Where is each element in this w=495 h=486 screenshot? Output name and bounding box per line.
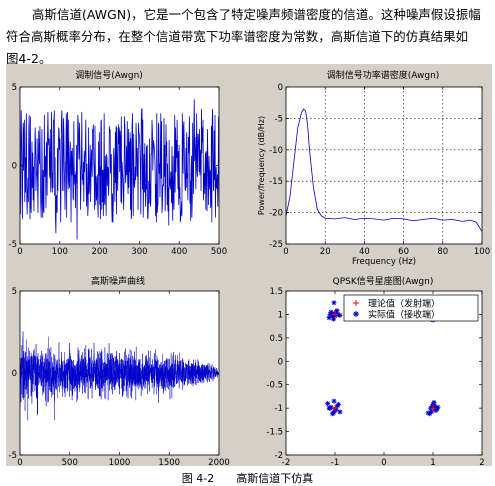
y-tick-label: -0.5	[266, 381, 283, 391]
y-tick-label: 1.5	[269, 287, 283, 297]
x-tick-label: 100	[52, 247, 68, 257]
chart-title: 调制信号功率谱密度(Awgn)	[327, 69, 440, 81]
legend-label: 实际值（接收端）	[368, 309, 440, 321]
legend: 理论值（发射端）实际值（接收端）	[343, 294, 479, 322]
y-tick-label: 0	[12, 369, 17, 379]
x-tick-label: -2	[282, 458, 290, 468]
intro-line-1: 高斯信道(AWGN)，它是一个包含了特定噪声频谱密度的信道。这种噪声假设振幅	[32, 7, 481, 22]
y-tick-label: -5	[275, 114, 283, 124]
y-tick-label: 0	[278, 83, 283, 93]
y-tick-label: 0	[278, 357, 283, 367]
y-tick-label: 0.5	[269, 334, 283, 344]
x-tick-label: 200	[91, 247, 107, 257]
legend-marker	[353, 311, 359, 317]
y-tick-label: 5	[12, 287, 17, 297]
x-tick-label: 0	[17, 458, 22, 468]
y-tick-label: -1	[275, 404, 283, 414]
x-tick-label: 500	[62, 458, 78, 468]
plot-area	[286, 87, 482, 244]
ideal-point	[332, 405, 338, 412]
y-tick-label: -2	[275, 451, 283, 461]
y-tick-label: 5	[12, 83, 17, 93]
x-tick-label: 1	[430, 458, 435, 468]
chart-title: 高斯噪声曲线	[91, 275, 145, 287]
received-point	[331, 316, 337, 322]
chart-title: QPSK信号星座图(Awgn)	[333, 275, 434, 287]
x-tick-label: 1500	[158, 458, 180, 468]
received-point	[326, 405, 332, 411]
series-line	[285, 108, 483, 232]
legend-label: 理论值（发射端）	[368, 298, 440, 310]
y-tick-label: 0	[12, 162, 17, 172]
y-tick-label: -5	[9, 240, 17, 250]
x-tick-label: 20	[320, 247, 331, 257]
x-tick-label: 0	[17, 247, 22, 257]
intro-line-3: 图4-2。	[6, 51, 52, 66]
x-tick-label: 2000	[208, 458, 230, 468]
figure-caption: 图 4-2 高斯信道下仿真	[0, 470, 495, 486]
intro-line-2: 符合高斯概率分布，在整个信道带宽下功率谱密度为常数，高斯信道下的仿真结果如	[6, 29, 469, 44]
figure-caption-text: 高斯信道下仿真	[236, 472, 314, 485]
received-point	[333, 406, 339, 412]
y-tick-label: -15	[269, 177, 283, 187]
x-tick-label: 0	[381, 458, 386, 468]
y-tick-label: -25	[269, 240, 283, 250]
y-tick-label: -20	[269, 209, 283, 219]
x-tick-label: 100	[474, 247, 490, 257]
received-point	[331, 300, 337, 306]
y-tick-label: 1	[278, 310, 283, 320]
figure-number: 图 4-2	[181, 472, 215, 485]
chart-title: 调制信号(Awgn)	[75, 69, 143, 81]
y-axis-label: Power/frequency (dB/Hz)	[257, 116, 266, 215]
chart-qpsk-constellation: 理论值（发射端）实际值（接收端） -2 -1 0 1 2 -2 -1.5 -1 -0.5 0 0.5 1…	[266, 275, 484, 468]
received-point	[325, 400, 331, 406]
x-tick-label: 80	[437, 247, 448, 257]
y-tick-label: -1.5	[266, 428, 283, 438]
received-point	[331, 410, 337, 416]
x-tick-label: 400	[171, 247, 187, 257]
axes-frame	[285, 86, 483, 245]
x-tick-label: 0	[283, 247, 288, 257]
received-point	[326, 315, 332, 321]
x-tick-label: 300	[131, 247, 147, 257]
x-tick-label: 500	[211, 247, 227, 257]
chart-psd: 0 20 40 60 80 100 -25 -20 -15 -10 -5 0 调制信号功率谱密度(Awg…	[257, 69, 490, 267]
received-point	[427, 411, 433, 417]
received-point	[337, 409, 343, 415]
x-tick-label: 2	[479, 458, 484, 468]
y-tick-label: -5	[9, 451, 17, 461]
intro-paragraph: 高斯信道(AWGN)，它是一个包含了特定噪声频谱密度的信道。这种噪声假设振幅 符…	[6, 4, 492, 70]
received-point	[331, 398, 337, 404]
x-tick-label: 1000	[109, 458, 131, 468]
x-tick-label: 40	[359, 247, 370, 257]
received-point	[328, 309, 334, 315]
legend-marker	[353, 300, 359, 306]
series-line	[19, 99, 220, 240]
ideal-point	[332, 311, 338, 318]
series-line	[19, 331, 220, 421]
ideal-point	[430, 405, 436, 412]
x-axis-label: Frequency (Hz)	[352, 257, 416, 267]
y-tick-label: -10	[269, 146, 283, 156]
received-point	[335, 401, 341, 407]
x-tick-label: 60	[398, 247, 409, 257]
x-tick-label: -1	[331, 458, 339, 468]
